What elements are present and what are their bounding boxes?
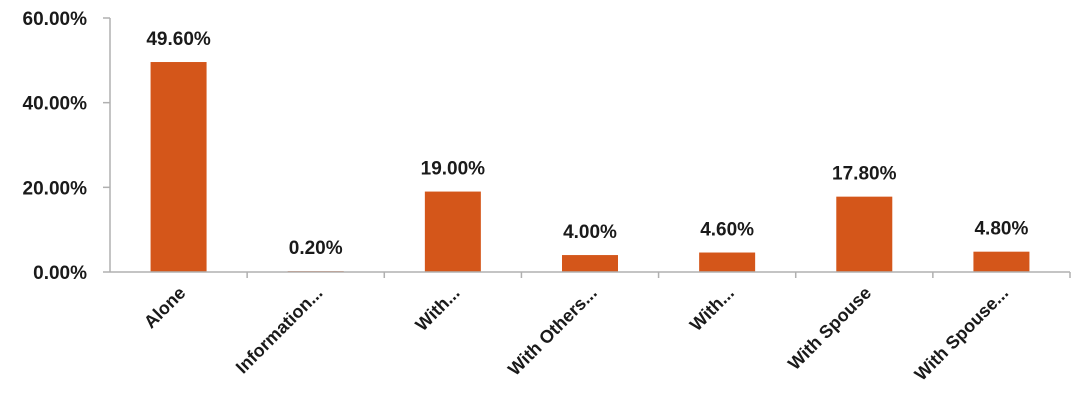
data-label: 19.00% bbox=[421, 159, 486, 180]
data-label: 4.00% bbox=[563, 222, 617, 243]
bars bbox=[150, 62, 1030, 272]
bar bbox=[699, 252, 756, 272]
data-label: 0.20% bbox=[289, 238, 343, 259]
bar bbox=[973, 251, 1030, 272]
y-tick-label: 20.00% bbox=[23, 178, 88, 199]
bar bbox=[150, 62, 207, 272]
x-tick-label: With Others... bbox=[504, 283, 601, 380]
data-label: 4.60% bbox=[700, 220, 754, 241]
bar bbox=[424, 191, 481, 272]
bar bbox=[836, 196, 893, 272]
x-tick-label: With Spouse... bbox=[911, 283, 1013, 385]
y-tick-label: 40.00% bbox=[23, 94, 88, 115]
data-labels: 49.60% 0.20% 19.00% 4.00% 4.60% 17.80% 4.80% bbox=[146, 29, 1028, 259]
y-tick-label: 0.00% bbox=[33, 263, 87, 284]
data-label: 49.60% bbox=[146, 29, 211, 50]
x-axis: Alone Information... With... With Others...… bbox=[110, 271, 1071, 385]
y-tick-label: 60.00% bbox=[23, 9, 88, 30]
x-tick-label: With Spouse bbox=[784, 283, 875, 374]
x-tick-label: Alone bbox=[140, 283, 190, 333]
x-tick-label: With... bbox=[411, 283, 463, 335]
data-label: 17.80% bbox=[832, 164, 897, 185]
x-tick-label: Information... bbox=[232, 283, 327, 378]
y-axis: 0.00% 20.00% 40.00% 60.00% bbox=[23, 9, 111, 284]
x-tick-label: With... bbox=[686, 283, 738, 335]
data-label: 4.80% bbox=[974, 219, 1028, 240]
bar bbox=[562, 255, 618, 272]
